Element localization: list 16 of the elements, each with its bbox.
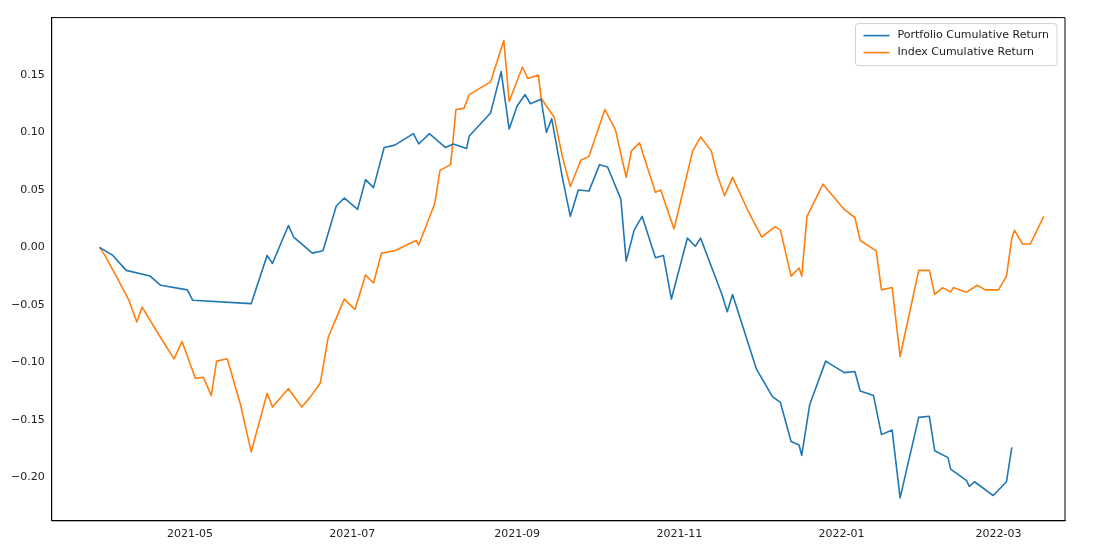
x-tick-label: 2022-03: [975, 527, 1022, 541]
y-tick-label: 0.00: [20, 240, 45, 254]
x-tick-label: 2021-07: [329, 527, 376, 541]
y-tick-label: 0.15: [20, 67, 45, 81]
x-tick-label: 2021-05: [167, 527, 213, 541]
y-tick-label: −0.15: [10, 412, 45, 426]
x-tick-label: 2021-09: [494, 527, 541, 541]
y-tick-label: −0.10: [10, 355, 45, 369]
x-tick-label: 2021-11: [656, 527, 703, 541]
y-tick-label: −0.20: [10, 470, 45, 483]
legend-label: Index Cumulative Return: [897, 45, 1035, 59]
y-tick-label: 0.10: [20, 125, 45, 139]
legend-label: Portfolio Cumulative Return: [897, 28, 1050, 42]
y-tick-label: 0.05: [20, 182, 45, 196]
x-tick-label: 2022-01: [818, 527, 865, 541]
y-tick-label: −0.05: [10, 297, 45, 311]
